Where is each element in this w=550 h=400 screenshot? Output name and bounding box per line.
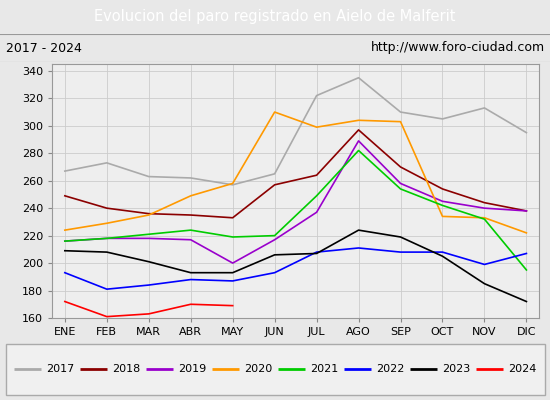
Text: http://www.foro-ciudad.com: http://www.foro-ciudad.com: [370, 42, 544, 54]
Text: 2019: 2019: [178, 364, 206, 374]
Bar: [6, 344, 544, 395]
Text: 2017: 2017: [46, 364, 74, 374]
Text: 2024: 2024: [508, 364, 536, 374]
Text: 2017 - 2024: 2017 - 2024: [6, 42, 81, 54]
Text: 2018: 2018: [112, 364, 140, 374]
Text: 2021: 2021: [310, 364, 338, 374]
Text: 2022: 2022: [376, 364, 404, 374]
Text: 2023: 2023: [442, 364, 470, 374]
Text: 2020: 2020: [244, 364, 272, 374]
Text: Evolucion del paro registrado en Aielo de Malferit: Evolucion del paro registrado en Aielo d…: [94, 10, 456, 24]
